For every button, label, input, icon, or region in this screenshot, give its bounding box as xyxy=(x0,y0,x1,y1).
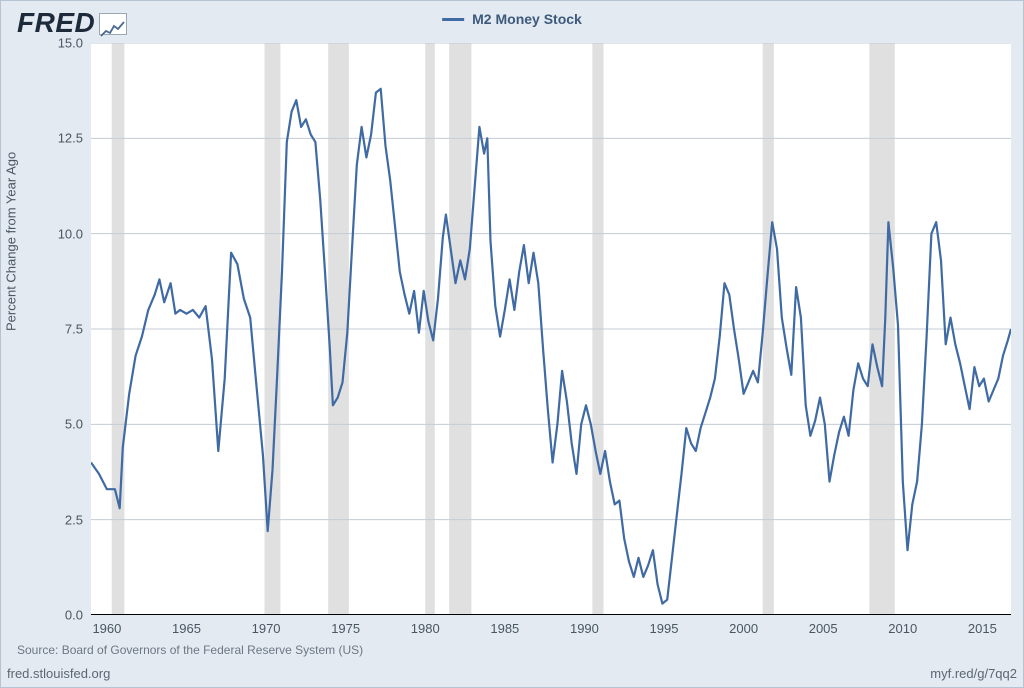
x-tick-label: 1970 xyxy=(252,621,281,636)
x-tick-label: 1960 xyxy=(92,621,121,636)
fred-logo-text: FRED xyxy=(17,7,95,39)
x-tick-label: 2010 xyxy=(888,621,917,636)
y-tick-label: 10.0 xyxy=(33,226,83,241)
y-tick-label: 12.5 xyxy=(33,131,83,146)
x-tick-label: 2005 xyxy=(809,621,838,636)
y-tick-label: 2.5 xyxy=(33,512,83,527)
x-tick-label: 1995 xyxy=(650,621,679,636)
fred-logo-chartlet-icon xyxy=(99,13,127,35)
x-tick-label: 2000 xyxy=(729,621,758,636)
y-axis-label: Percent Change from Year Ago xyxy=(4,152,19,331)
x-tick-label: 1965 xyxy=(172,621,201,636)
x-tick-label: 2015 xyxy=(968,621,997,636)
y-tick-label: 5.0 xyxy=(33,417,83,432)
y-tick-label: 0.0 xyxy=(33,608,83,623)
chart-frame: FRED M2 Money Stock Percent Change from … xyxy=(0,0,1024,688)
footer-left: fred.stlouisfed.org xyxy=(7,666,110,681)
source-attribution: Source: Board of Governors of the Federa… xyxy=(17,643,363,657)
legend-series-label: M2 Money Stock xyxy=(472,11,582,27)
x-tick-label: 1975 xyxy=(331,621,360,636)
fred-logo: FRED xyxy=(17,7,127,39)
footer-right: myf.red/g/7qq2 xyxy=(930,666,1017,681)
y-tick-label: 7.5 xyxy=(33,322,83,337)
x-tick-label: 1980 xyxy=(411,621,440,636)
x-tick-label: 1990 xyxy=(570,621,599,636)
line-chart xyxy=(91,43,1011,615)
y-tick-label: 15.0 xyxy=(33,36,83,51)
legend-swatch xyxy=(442,18,464,21)
legend: M2 Money Stock xyxy=(442,11,582,27)
x-tick-label: 1985 xyxy=(490,621,519,636)
